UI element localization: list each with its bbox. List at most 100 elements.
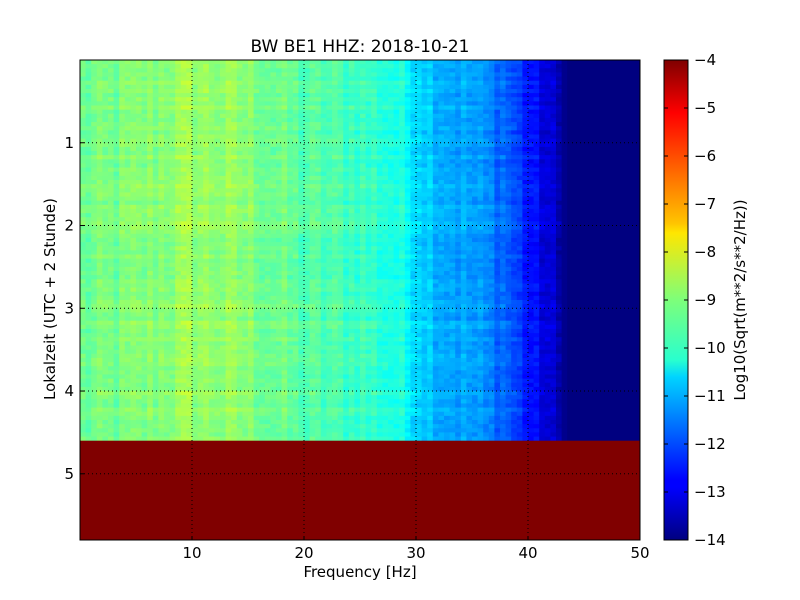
heatmap-cell xyxy=(438,68,445,74)
heatmap-cell xyxy=(421,134,428,140)
heatmap-cell xyxy=(197,167,204,173)
heatmap-cell xyxy=(292,192,299,198)
heatmap-cell xyxy=(354,130,361,136)
heatmap-cell xyxy=(432,196,439,202)
heatmap-cell xyxy=(292,180,299,185)
heatmap-cell xyxy=(589,208,596,214)
heatmap-cell xyxy=(505,80,512,86)
heatmap-cell xyxy=(505,196,512,202)
heatmap-cell xyxy=(427,64,434,69)
heatmap-cell xyxy=(208,126,215,131)
heatmap-cell xyxy=(270,84,277,90)
heatmap-cell xyxy=(130,72,137,78)
heatmap-cell xyxy=(124,122,131,127)
heatmap-cell xyxy=(438,93,445,98)
heatmap-cell xyxy=(388,229,395,235)
heatmap-cell xyxy=(556,159,563,165)
heatmap-cell xyxy=(404,192,411,198)
heatmap-cell xyxy=(612,175,619,181)
heatmap-cell xyxy=(85,76,92,82)
heatmap-cell xyxy=(472,233,479,239)
heatmap-cell xyxy=(522,217,529,222)
heatmap-cell xyxy=(96,258,103,264)
heatmap-cell xyxy=(270,76,277,82)
heatmap-cell xyxy=(623,122,630,127)
heatmap-cell xyxy=(376,113,383,119)
heatmap-cell xyxy=(203,60,210,65)
heatmap-cell xyxy=(466,163,473,169)
heatmap-cell xyxy=(623,204,630,210)
heatmap-cell xyxy=(421,117,428,123)
heatmap-cell xyxy=(164,88,171,94)
heatmap-cell xyxy=(416,93,423,98)
heatmap-cell xyxy=(236,88,243,94)
heatmap-cell xyxy=(528,229,535,235)
heatmap-cell xyxy=(528,171,535,177)
heatmap-cell xyxy=(494,155,501,160)
heatmap-cell xyxy=(231,151,238,156)
heatmap-cell xyxy=(460,146,467,152)
heatmap-cell xyxy=(388,208,395,214)
heatmap-cell xyxy=(152,184,159,189)
heatmap-cell xyxy=(175,97,182,102)
heatmap-cell xyxy=(214,155,221,160)
heatmap-cell xyxy=(180,122,187,127)
heatmap-cell xyxy=(466,122,473,127)
heatmap-cell xyxy=(483,184,490,189)
heatmap-cell xyxy=(544,196,551,202)
heatmap-cell xyxy=(528,262,535,268)
heatmap-cell xyxy=(572,258,579,264)
heatmap-cell xyxy=(343,84,350,90)
heatmap-cell xyxy=(589,72,596,78)
heatmap-cell xyxy=(130,196,137,202)
heatmap-cell xyxy=(197,262,204,268)
heatmap-cell xyxy=(298,138,305,144)
heatmap-cell xyxy=(220,122,227,127)
heatmap-cell xyxy=(567,80,574,86)
heatmap-cell xyxy=(505,130,512,136)
heatmap-cell xyxy=(460,142,467,148)
heatmap-cell xyxy=(236,60,243,65)
heatmap-cell xyxy=(544,64,551,69)
heatmap-cell xyxy=(606,113,613,119)
heatmap-cell xyxy=(584,242,591,247)
heatmap-cell xyxy=(169,113,176,119)
heatmap-cell xyxy=(119,208,126,214)
heatmap-cell xyxy=(371,122,378,127)
heatmap-cell xyxy=(416,233,423,239)
heatmap-cell xyxy=(376,97,383,102)
heatmap-cell xyxy=(147,88,154,94)
heatmap-cell xyxy=(113,122,120,127)
heatmap-cell xyxy=(164,242,171,247)
heatmap-cell xyxy=(175,76,182,82)
heatmap-cell xyxy=(505,208,512,214)
heatmap-cell xyxy=(455,196,462,202)
heatmap-cell xyxy=(80,134,87,140)
heatmap-cell xyxy=(449,188,456,194)
heatmap-cell xyxy=(522,60,529,65)
heatmap-cell xyxy=(96,101,103,107)
heatmap-cell xyxy=(376,242,383,247)
heatmap-cell xyxy=(175,93,182,98)
heatmap-cell xyxy=(505,246,512,251)
heatmap-cell xyxy=(192,60,199,65)
heatmap-cell xyxy=(119,93,126,98)
heatmap-cell xyxy=(80,97,87,102)
heatmap-cell xyxy=(220,254,227,260)
heatmap-cell xyxy=(80,151,87,156)
heatmap-cell xyxy=(483,130,490,136)
heatmap-cell xyxy=(309,130,316,136)
heatmap-cell xyxy=(438,88,445,94)
heatmap-cell xyxy=(281,175,288,181)
heatmap-cell xyxy=(276,138,283,144)
heatmap-cell xyxy=(528,237,535,243)
heatmap-cell xyxy=(488,200,495,206)
heatmap-cell xyxy=(186,246,193,251)
heatmap-cell xyxy=(119,126,126,131)
heatmap-cell xyxy=(203,122,210,127)
heatmap-cell xyxy=(152,105,159,111)
heatmap-cell xyxy=(214,237,221,243)
heatmap-cell xyxy=(102,188,109,194)
heatmap-cell xyxy=(136,180,143,185)
heatmap-cell xyxy=(315,142,322,148)
